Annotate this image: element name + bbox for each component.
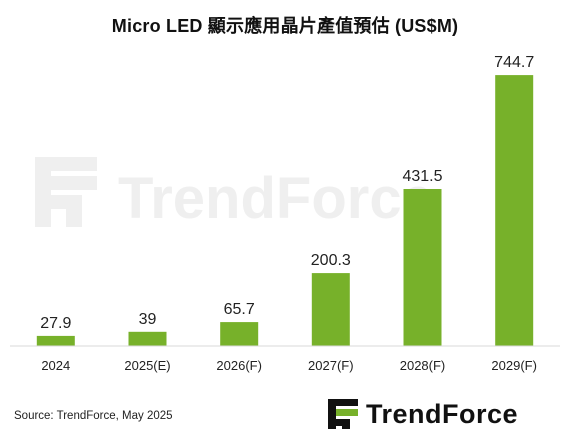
bar-2028(F): [403, 189, 442, 346]
data-label-2027(F): 200.3: [311, 252, 351, 269]
watermark-logo-icon: [35, 157, 97, 227]
data-label-2026(F): 65.7: [224, 301, 255, 318]
trendforce-logo-icon: [328, 397, 362, 431]
data-label-2025(E): 39: [139, 311, 157, 328]
bar-2025(E): [128, 331, 167, 346]
x-tick-label-2028(F): 2028(F): [400, 358, 446, 373]
source-note: Source: TrendForce, May 2025: [14, 410, 173, 422]
bar-2027(F): [311, 273, 350, 346]
x-tick-label-2029(F): 2029(F): [491, 358, 537, 373]
x-tick-label-2024: 2024: [41, 358, 70, 373]
bar-2026(F): [220, 322, 259, 346]
bar-2029(F): [495, 75, 534, 346]
data-label-2029(F): 744.7: [494, 54, 534, 71]
data-labels: 27.9 39 65.7 200.3 431.5 744.7: [40, 54, 534, 332]
data-label-2024: 27.9: [40, 315, 71, 332]
watermark: TrendForce: [35, 157, 434, 231]
watermark-text: TrendForce: [118, 166, 434, 231]
bars: [36, 75, 534, 346]
x-tick-label-2026(F): 2026(F): [216, 358, 262, 373]
chart-title: Micro LED 顯示應用晶片產值預估 (US$M): [111, 16, 459, 36]
trendforce-logo: TrendForce: [328, 396, 518, 432]
bar-2024: [36, 335, 75, 346]
x-tick-label-2025(E): 2025(E): [124, 358, 170, 373]
trendforce-logo-text: TrendForce: [366, 399, 519, 429]
x-tick-labels: 2024 2025(E) 2026(F) 2027(F) 2028(F) 2029(F): [41, 358, 537, 373]
data-label-2028(F): 431.5: [402, 168, 442, 185]
x-tick-label-2027(F): 2027(F): [308, 358, 354, 373]
